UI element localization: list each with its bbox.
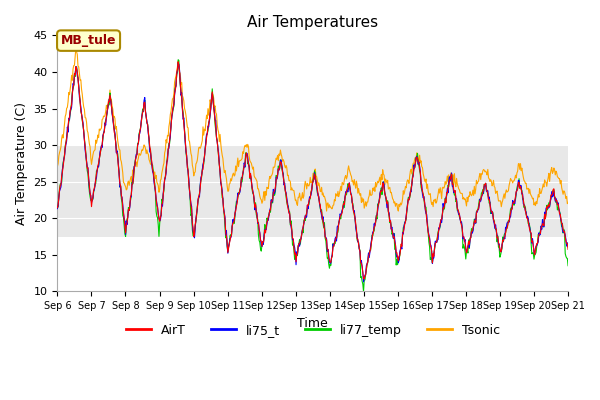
li77_temp bbox=[195, 196, 202, 201]
X-axis label: Time: Time bbox=[298, 317, 328, 330]
Text: MB_tule: MB_tule bbox=[61, 34, 116, 47]
li75_t bbox=[63, 138, 70, 143]
AirT bbox=[63, 136, 70, 141]
AirT bbox=[565, 247, 572, 252]
Legend: AirT, li75_t, li77_temp, Tsonic: AirT, li75_t, li77_temp, Tsonic bbox=[121, 318, 505, 342]
li75_t bbox=[195, 194, 202, 199]
AirT bbox=[116, 173, 123, 178]
AirT bbox=[361, 276, 368, 281]
li77_temp bbox=[175, 57, 182, 62]
li77_temp bbox=[360, 289, 367, 294]
AirT bbox=[54, 205, 61, 210]
AirT bbox=[391, 239, 398, 244]
li77_temp bbox=[54, 205, 61, 210]
li75_t bbox=[391, 237, 398, 242]
Tsonic bbox=[195, 146, 202, 150]
Line: li77_temp: li77_temp bbox=[58, 60, 568, 292]
li77_temp bbox=[565, 263, 572, 268]
li77_temp bbox=[167, 123, 175, 128]
Tsonic bbox=[391, 200, 398, 204]
li75_t bbox=[167, 122, 175, 126]
AirT bbox=[167, 124, 175, 129]
li75_t bbox=[376, 191, 383, 196]
Tsonic bbox=[565, 200, 572, 205]
Line: li75_t: li75_t bbox=[58, 63, 568, 282]
li75_t bbox=[54, 206, 61, 211]
Tsonic bbox=[116, 148, 124, 152]
li77_temp bbox=[63, 135, 70, 140]
li75_t bbox=[360, 280, 367, 284]
AirT bbox=[175, 59, 182, 64]
AirT bbox=[376, 195, 383, 200]
li77_temp bbox=[391, 247, 398, 252]
Title: Air Temperatures: Air Temperatures bbox=[247, 15, 378, 30]
Tsonic bbox=[54, 164, 61, 169]
Tsonic bbox=[72, 46, 79, 50]
Y-axis label: Air Temperature (C): Air Temperature (C) bbox=[15, 102, 28, 225]
Tsonic bbox=[323, 209, 330, 214]
Bar bbox=[58, 145, 568, 236]
li75_t bbox=[175, 61, 182, 66]
li77_temp bbox=[376, 195, 383, 200]
li75_t bbox=[565, 244, 572, 249]
Line: AirT: AirT bbox=[58, 62, 568, 279]
li75_t bbox=[116, 173, 123, 178]
Tsonic bbox=[376, 175, 383, 180]
AirT bbox=[195, 194, 202, 199]
Tsonic bbox=[168, 102, 175, 107]
Tsonic bbox=[63, 106, 70, 111]
li77_temp bbox=[116, 170, 123, 175]
Line: Tsonic: Tsonic bbox=[58, 48, 568, 211]
